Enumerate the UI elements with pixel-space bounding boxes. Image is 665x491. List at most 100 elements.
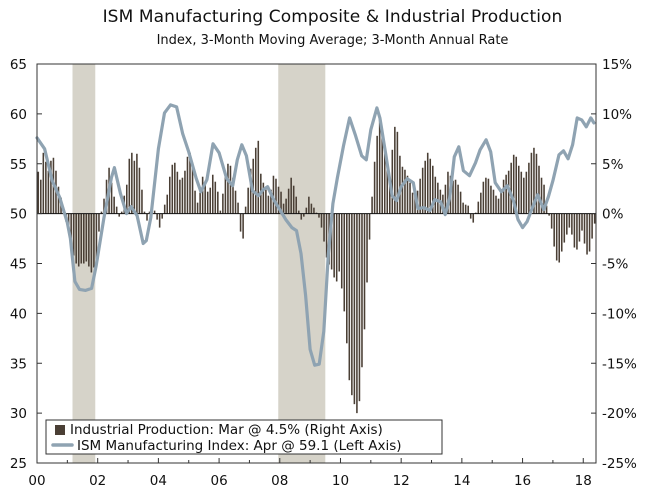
ip-bar	[40, 179, 42, 214]
ip-bar	[573, 213, 576, 248]
ip-bar	[184, 170, 186, 214]
ip-bar	[206, 191, 209, 214]
ip-bar	[136, 153, 138, 214]
ip-bar	[163, 204, 166, 214]
ip-bar	[373, 161, 376, 214]
ip-bar	[363, 213, 366, 330]
ip-bar	[217, 191, 219, 214]
ip-bar	[414, 194, 416, 214]
right-tick-label: -5%	[602, 257, 628, 273]
x-tick-label: 08	[271, 473, 288, 489]
ism-line	[35, 103, 596, 367]
ip-bar	[553, 213, 555, 247]
ip-bar	[199, 192, 201, 214]
ip-bar	[254, 147, 257, 214]
ip-bar	[444, 184, 447, 214]
ip-bar	[424, 160, 426, 214]
ip-bar	[333, 213, 335, 278]
legend-box	[45, 419, 443, 455]
ip-bar	[179, 179, 181, 214]
left-tick-label: 40	[10, 306, 27, 322]
ip-bar	[467, 205, 469, 214]
ip-bar	[512, 154, 515, 214]
ip-bar	[290, 177, 292, 214]
ip-bar	[72, 213, 75, 256]
ip-bar	[409, 182, 411, 214]
left-tick-label: 55	[10, 157, 27, 173]
ip-bar	[80, 213, 83, 264]
ip-bar	[356, 213, 358, 414]
ip-bar	[447, 171, 449, 214]
x-tick-label: 02	[89, 473, 106, 489]
ip-bar	[394, 126, 396, 214]
ip-bar	[477, 201, 480, 214]
ip-bar	[480, 192, 482, 214]
right-tick-label: 5%	[602, 157, 624, 173]
ip-bar	[85, 213, 88, 262]
ip-bar	[201, 176, 204, 214]
ip-bar	[351, 213, 353, 396]
ip-bar	[265, 189, 267, 214]
ip-bar	[533, 147, 535, 214]
ip-bar	[421, 167, 424, 214]
x-tick-label: 14	[453, 473, 470, 489]
ip-bar	[578, 213, 581, 242]
ip-bar	[586, 213, 588, 255]
ip-bar	[166, 194, 169, 214]
ip-bar	[406, 175, 409, 214]
ip-bar	[161, 213, 163, 219]
ip-bar	[391, 149, 394, 214]
ip-bar	[399, 155, 401, 214]
left-tick-label: 30	[10, 406, 27, 422]
ip-bar	[576, 213, 578, 250]
ip-bar	[343, 213, 346, 312]
ip-bar	[361, 213, 363, 368]
ip-bar	[560, 213, 563, 252]
ip-bar	[325, 213, 328, 258]
ip-bar	[287, 188, 290, 214]
left-tick-label: 45	[10, 257, 27, 273]
ip-bar	[568, 213, 571, 228]
ip-bar	[457, 184, 459, 214]
ip-bar	[141, 189, 143, 214]
ip-bar	[262, 182, 265, 214]
ip-bar	[146, 213, 148, 221]
ip-bar	[545, 205, 548, 214]
ip-bar	[358, 213, 361, 402]
ip-bar	[133, 160, 136, 214]
ip-bar	[42, 152, 45, 214]
ip-bar	[581, 213, 583, 231]
ip-bar	[50, 160, 52, 214]
x-tick-label: 16	[514, 473, 531, 489]
ip-bar	[100, 211, 103, 214]
ip-bar	[353, 213, 356, 405]
ip-bar	[174, 162, 176, 214]
ip-bar	[396, 131, 399, 214]
ip-bar	[330, 213, 333, 270]
ip-bar	[401, 166, 404, 214]
ip-bar	[472, 213, 475, 223]
ip-bar	[244, 206, 247, 214]
ip-bar	[530, 152, 533, 214]
ip-bar	[57, 186, 60, 214]
ip-bar	[523, 177, 525, 214]
ip-bar	[275, 178, 277, 214]
ip-bar	[543, 184, 545, 214]
ip-bar	[540, 177, 543, 214]
right-tick-label: 15%	[602, 57, 632, 73]
ip-bar	[125, 184, 128, 214]
ip-bar	[143, 211, 146, 214]
ip-bar	[429, 158, 432, 214]
ip-bar	[292, 185, 295, 214]
legend: Industrial Production: Mar @ 4.5% (Right…	[45, 419, 443, 455]
ip-bar	[497, 198, 500, 214]
ip-bar	[571, 213, 573, 235]
ip-bar	[525, 171, 528, 214]
ip-bar	[495, 195, 497, 214]
ip-bar	[432, 165, 434, 214]
ip-bar	[242, 213, 244, 239]
ip-bar	[371, 196, 373, 214]
ip-bar	[196, 202, 199, 214]
ip-bar	[535, 153, 538, 214]
right-tick-label: -15%	[602, 356, 637, 372]
